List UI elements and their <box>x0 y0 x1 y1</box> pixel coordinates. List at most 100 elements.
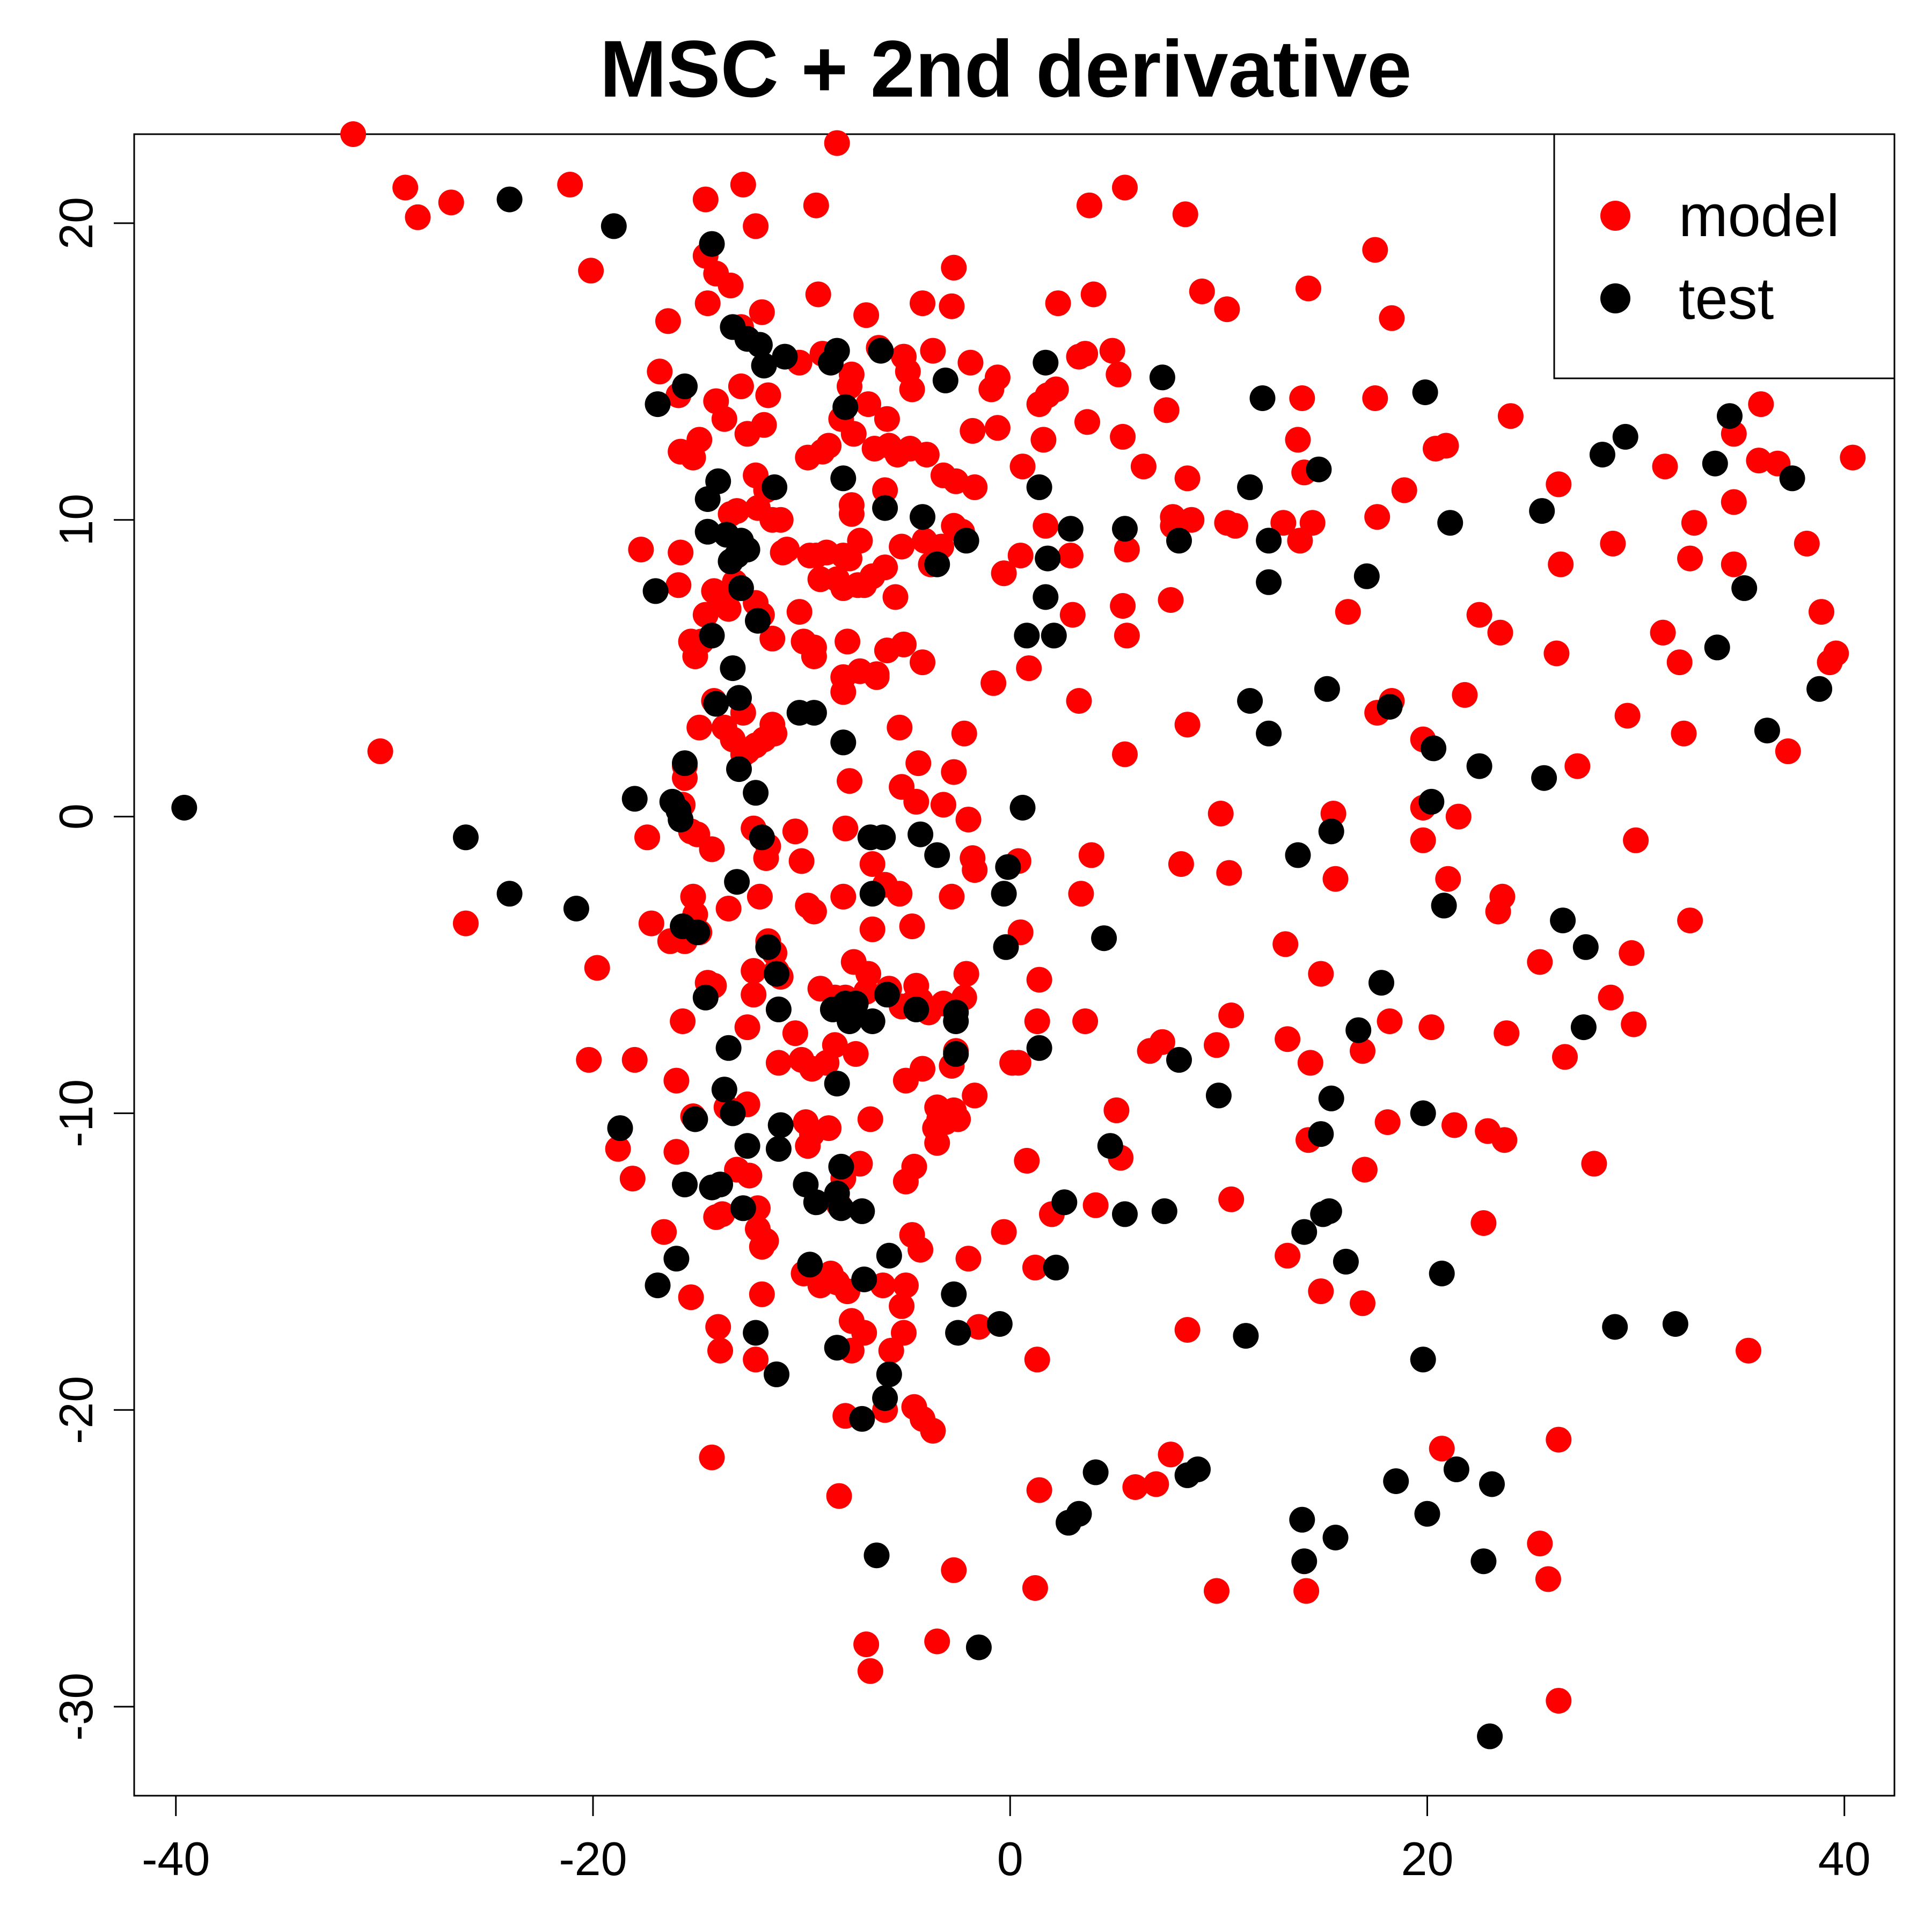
model-point <box>367 738 393 764</box>
model-point <box>826 1483 852 1509</box>
test-point <box>991 881 1017 907</box>
test-point <box>1531 765 1557 791</box>
model-point <box>816 433 842 459</box>
test-point <box>1151 1198 1177 1224</box>
model-point <box>801 898 827 925</box>
test-point <box>1057 516 1084 542</box>
test-point <box>724 869 750 895</box>
test-point <box>1368 970 1394 996</box>
test-point <box>932 367 958 393</box>
model-point <box>1289 385 1315 411</box>
model-point <box>1172 201 1198 228</box>
model-point <box>707 1337 733 1364</box>
model-point <box>578 258 604 284</box>
model-point <box>941 254 967 281</box>
y-tick-label: 0 <box>49 803 103 830</box>
model-point <box>1112 174 1138 201</box>
model-point <box>955 807 982 833</box>
model-point <box>628 537 654 562</box>
model-point <box>910 649 935 676</box>
model-point <box>832 815 859 841</box>
test-point <box>694 486 721 512</box>
model-point <box>1552 1044 1578 1070</box>
test-point <box>1166 528 1192 554</box>
model-point <box>805 281 831 308</box>
model-point <box>859 916 885 942</box>
test-point <box>751 353 777 379</box>
test-point <box>747 332 773 358</box>
test-point <box>849 1198 875 1224</box>
y-tick-label: 10 <box>49 494 103 546</box>
test-point <box>1185 1456 1211 1482</box>
model-point <box>1391 477 1417 503</box>
test-point <box>734 1133 760 1159</box>
model-point <box>665 572 692 598</box>
model-point <box>960 845 986 871</box>
model-point <box>851 1320 877 1346</box>
model-point <box>1379 305 1405 331</box>
model-point <box>1736 1337 1761 1364</box>
model-point <box>705 1314 731 1340</box>
model-point <box>1445 803 1472 830</box>
model-point <box>686 427 713 453</box>
test-point <box>607 1115 633 1141</box>
model-point <box>910 290 935 317</box>
model-point <box>1143 1471 1169 1497</box>
test-point <box>707 1172 733 1198</box>
model-point <box>1026 967 1052 993</box>
test-point <box>1237 474 1263 500</box>
model-point <box>392 174 419 201</box>
model-point <box>899 376 925 402</box>
model-point <box>1840 444 1866 471</box>
test-point <box>945 1320 971 1346</box>
model-point <box>1204 1578 1230 1604</box>
test-point <box>1806 676 1833 702</box>
test-point <box>874 982 900 1008</box>
test-point <box>1051 1189 1078 1216</box>
model-point <box>1548 551 1574 577</box>
test-point <box>943 1041 969 1067</box>
model-point <box>741 958 767 984</box>
model-point <box>951 720 977 747</box>
model-point <box>1677 545 1703 572</box>
model-point <box>1072 341 1099 367</box>
test-point <box>1779 465 1805 492</box>
test-point <box>1043 1254 1069 1280</box>
model-point <box>1775 738 1801 764</box>
model-point <box>887 714 913 741</box>
model-point <box>1470 1210 1497 1236</box>
model-point <box>939 883 965 910</box>
test-point <box>849 1406 875 1432</box>
model-point <box>837 373 862 399</box>
test-point <box>851 1267 877 1292</box>
model-point <box>788 848 815 874</box>
model-point <box>670 1008 696 1034</box>
test-point <box>943 1008 969 1034</box>
model-point <box>920 1418 946 1444</box>
model-point <box>1466 602 1492 628</box>
test-point <box>863 1542 890 1569</box>
model-point <box>889 533 915 560</box>
test-point <box>870 824 896 851</box>
test-point <box>726 756 752 782</box>
test-point <box>1662 1311 1688 1337</box>
model-point <box>991 1219 1017 1245</box>
test-point <box>1731 575 1758 601</box>
model-point <box>1057 543 1084 569</box>
model-point <box>1149 1029 1175 1055</box>
test-point <box>668 807 694 833</box>
model-point <box>941 759 967 785</box>
model-point <box>872 477 898 503</box>
model-point <box>1208 801 1234 826</box>
model-point <box>824 130 850 156</box>
model-point <box>991 560 1017 587</box>
model-point <box>1110 423 1136 450</box>
model-point <box>743 1346 769 1373</box>
test-point <box>755 934 781 960</box>
model-point <box>962 1082 988 1109</box>
legend-marker-test <box>1600 283 1630 313</box>
model-point <box>1189 279 1215 304</box>
test-point <box>1570 1014 1597 1041</box>
model-point <box>699 1444 725 1470</box>
test-point <box>1291 1548 1318 1575</box>
